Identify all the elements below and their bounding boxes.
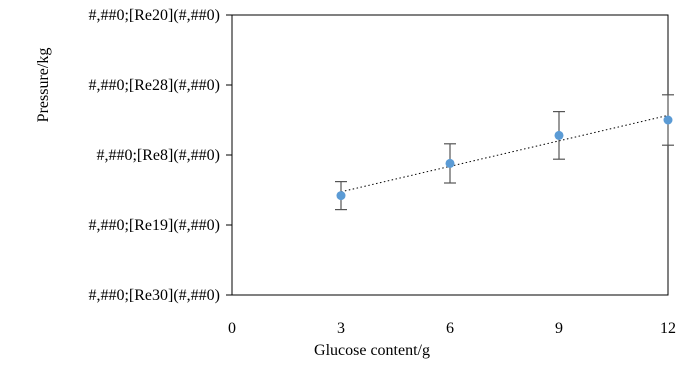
y-tick-labels: #,##0;[Re20](#,##0) #,##0;[Re28](#,##0) #,… (88, 7, 232, 304)
error-bar-layer (335, 94, 674, 211)
x-tick-label: 6 (446, 320, 454, 337)
x-tick-label: 9 (555, 320, 563, 337)
trendline-layer (340, 114, 669, 193)
x-tick-label: 3 (337, 320, 345, 337)
y-axis-label: Pressure/kg (35, 48, 52, 123)
trendline (340, 114, 669, 193)
x-tick-label: 0 (228, 320, 236, 337)
data-point (336, 191, 346, 201)
y-tick-label: #,##0;[Re20](#,##0) (88, 7, 220, 24)
data-point (663, 115, 673, 125)
y-tick-label: #,##0;[Re28](#,##0) (88, 77, 220, 94)
x-axis-label: Glucose content/g (314, 342, 430, 359)
y-tick-label: #,##0;[Re30](#,##0) (88, 287, 220, 304)
x-tick-labels: 0 3 6 9 12 (228, 320, 676, 337)
x-tick-label: 12 (660, 320, 676, 337)
data-point (554, 130, 564, 140)
y-tick-label: #,##0;[Re19](#,##0) (88, 217, 220, 234)
data-point (445, 158, 455, 168)
data-point-layer (336, 115, 673, 201)
y-tick-label: #,##0;[Re8](#,##0) (96, 147, 220, 164)
